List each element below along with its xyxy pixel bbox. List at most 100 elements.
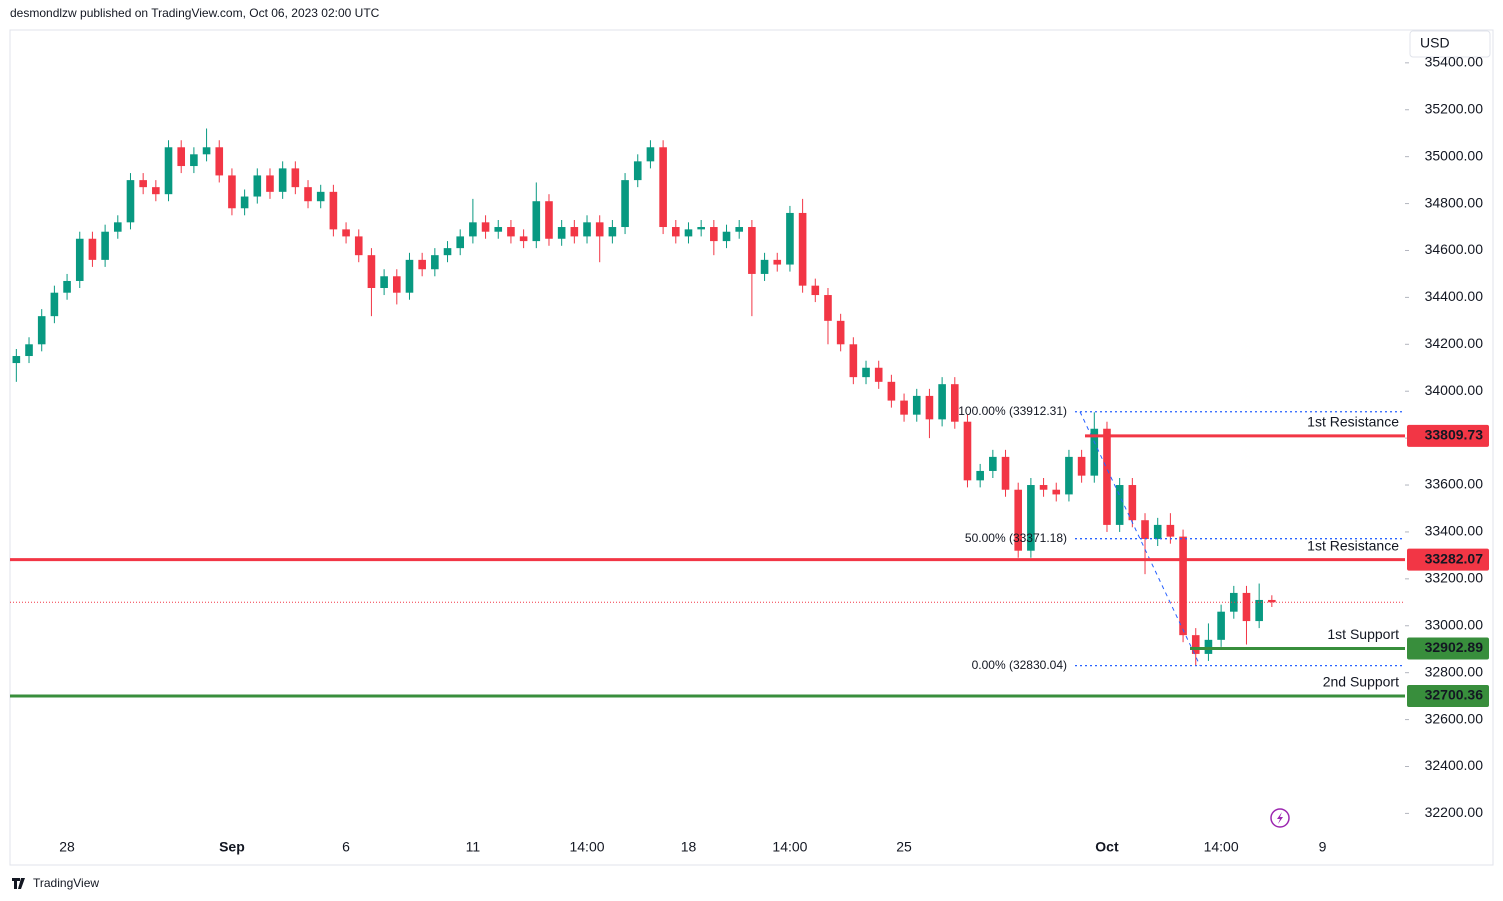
candle-body bbox=[1065, 456, 1073, 495]
candle-body bbox=[253, 175, 262, 197]
candle-body bbox=[1153, 524, 1162, 539]
candle-body bbox=[1128, 485, 1137, 521]
candle-body bbox=[481, 222, 490, 232]
x-tick-label: Oct bbox=[1095, 839, 1119, 855]
y-tick-label: 34800.00 bbox=[1425, 194, 1484, 210]
footer: TradingView bbox=[33, 876, 99, 890]
candle-body bbox=[443, 248, 452, 256]
price-tag-label: 33809.73 bbox=[1425, 427, 1484, 443]
candle-body bbox=[494, 227, 503, 232]
candle-body bbox=[215, 147, 224, 176]
candle-body bbox=[278, 168, 287, 192]
y-tick-label: 34600.00 bbox=[1425, 241, 1484, 257]
candle-body bbox=[1103, 428, 1111, 525]
x-tick-label: 18 bbox=[681, 839, 697, 855]
fib-label: 50.00% (33371.18) bbox=[965, 531, 1067, 545]
candle-body bbox=[1255, 599, 1263, 622]
candle-body bbox=[354, 236, 363, 256]
candle-body bbox=[1027, 485, 1035, 551]
x-tick-label: 14:00 bbox=[569, 839, 604, 855]
candle-body bbox=[329, 191, 338, 230]
y-tick-label: 35000.00 bbox=[1425, 147, 1484, 163]
x-tick-label: Sep bbox=[219, 839, 245, 855]
y-tick-label: 34400.00 bbox=[1425, 288, 1484, 304]
candle-body bbox=[925, 395, 934, 420]
candle-body bbox=[1268, 599, 1276, 603]
x-tick-label: 25 bbox=[896, 839, 912, 855]
candle-body bbox=[240, 196, 249, 209]
candle-body bbox=[405, 259, 414, 293]
candle-body bbox=[1179, 536, 1187, 636]
candle-body bbox=[1191, 635, 1200, 654]
level-label: 2nd Support bbox=[1323, 674, 1399, 690]
candle-body bbox=[139, 180, 147, 188]
candle-body bbox=[545, 201, 553, 239]
candle-body bbox=[164, 147, 173, 195]
candle-body bbox=[900, 400, 908, 415]
chart-frame bbox=[9, 29, 1494, 866]
candle-body bbox=[519, 236, 528, 242]
currency: USD bbox=[1420, 35, 1450, 51]
candle-body bbox=[392, 276, 401, 293]
candle-body bbox=[342, 229, 350, 237]
y-tick-label: 33400.00 bbox=[1425, 523, 1484, 539]
price-tag-label: 32700.36 bbox=[1425, 687, 1484, 703]
currency-box[interactable] bbox=[1409, 30, 1491, 58]
candle-body bbox=[887, 381, 896, 401]
candle-body bbox=[976, 470, 984, 481]
candle-body bbox=[266, 175, 274, 192]
candle-body bbox=[25, 344, 33, 357]
candle-body bbox=[595, 222, 604, 237]
candle-body bbox=[12, 356, 21, 364]
candle-body bbox=[697, 227, 705, 230]
candle-body bbox=[469, 222, 477, 237]
candle-body bbox=[583, 222, 591, 237]
y-tick-label: 33000.00 bbox=[1425, 616, 1484, 632]
fib-label: 0.00% (32830.04) bbox=[972, 658, 1067, 672]
candle-body bbox=[63, 280, 71, 293]
x-tick-label: 6 bbox=[342, 839, 350, 855]
candle-body bbox=[989, 456, 997, 471]
y-tick-label: 35200.00 bbox=[1425, 100, 1484, 116]
price-tag-label: 32902.89 bbox=[1425, 639, 1484, 655]
candle-body bbox=[633, 161, 642, 181]
candle-body bbox=[101, 231, 109, 260]
level-label: 1st Resistance bbox=[1307, 414, 1399, 430]
price-tag-label: 33282.07 bbox=[1425, 550, 1484, 566]
candle-body bbox=[773, 259, 782, 265]
candle-body bbox=[659, 147, 667, 228]
candle-body bbox=[608, 227, 617, 237]
candle-body bbox=[456, 236, 465, 249]
candle-body bbox=[380, 276, 388, 289]
candle-body bbox=[1141, 520, 1149, 539]
candle-body bbox=[75, 238, 84, 281]
candle-body bbox=[418, 259, 426, 270]
candle-body bbox=[1090, 428, 1099, 476]
x-tick-label: 9 bbox=[1319, 839, 1327, 855]
candle-body bbox=[202, 147, 211, 155]
candle-body bbox=[532, 201, 541, 242]
x-tick-label: 14:00 bbox=[1204, 839, 1239, 855]
candle-body bbox=[1204, 639, 1213, 654]
candle-body bbox=[126, 180, 135, 223]
lightning-icon[interactable] bbox=[1270, 808, 1290, 828]
candle-body bbox=[37, 316, 46, 345]
header: desmondlzw published on TradingView.com,… bbox=[10, 6, 380, 20]
x-tick-label: 11 bbox=[466, 839, 481, 855]
y-tick-label: 35400.00 bbox=[1425, 54, 1484, 70]
y-tick-label: 32600.00 bbox=[1425, 710, 1484, 726]
y-tick-label: 34000.00 bbox=[1425, 382, 1484, 398]
candle-body bbox=[228, 175, 236, 209]
candle-body bbox=[88, 238, 97, 260]
candle-body bbox=[786, 212, 794, 265]
y-tick-label: 32400.00 bbox=[1425, 757, 1484, 773]
price-tag bbox=[1407, 685, 1489, 708]
candle-body bbox=[862, 367, 870, 378]
candle-body bbox=[710, 227, 718, 242]
candle-body bbox=[1229, 592, 1238, 612]
candle-body bbox=[190, 154, 198, 167]
y-tick-label: 32200.00 bbox=[1425, 804, 1484, 820]
candle-body bbox=[735, 227, 744, 232]
y-tick-label: 33600.00 bbox=[1425, 476, 1484, 492]
